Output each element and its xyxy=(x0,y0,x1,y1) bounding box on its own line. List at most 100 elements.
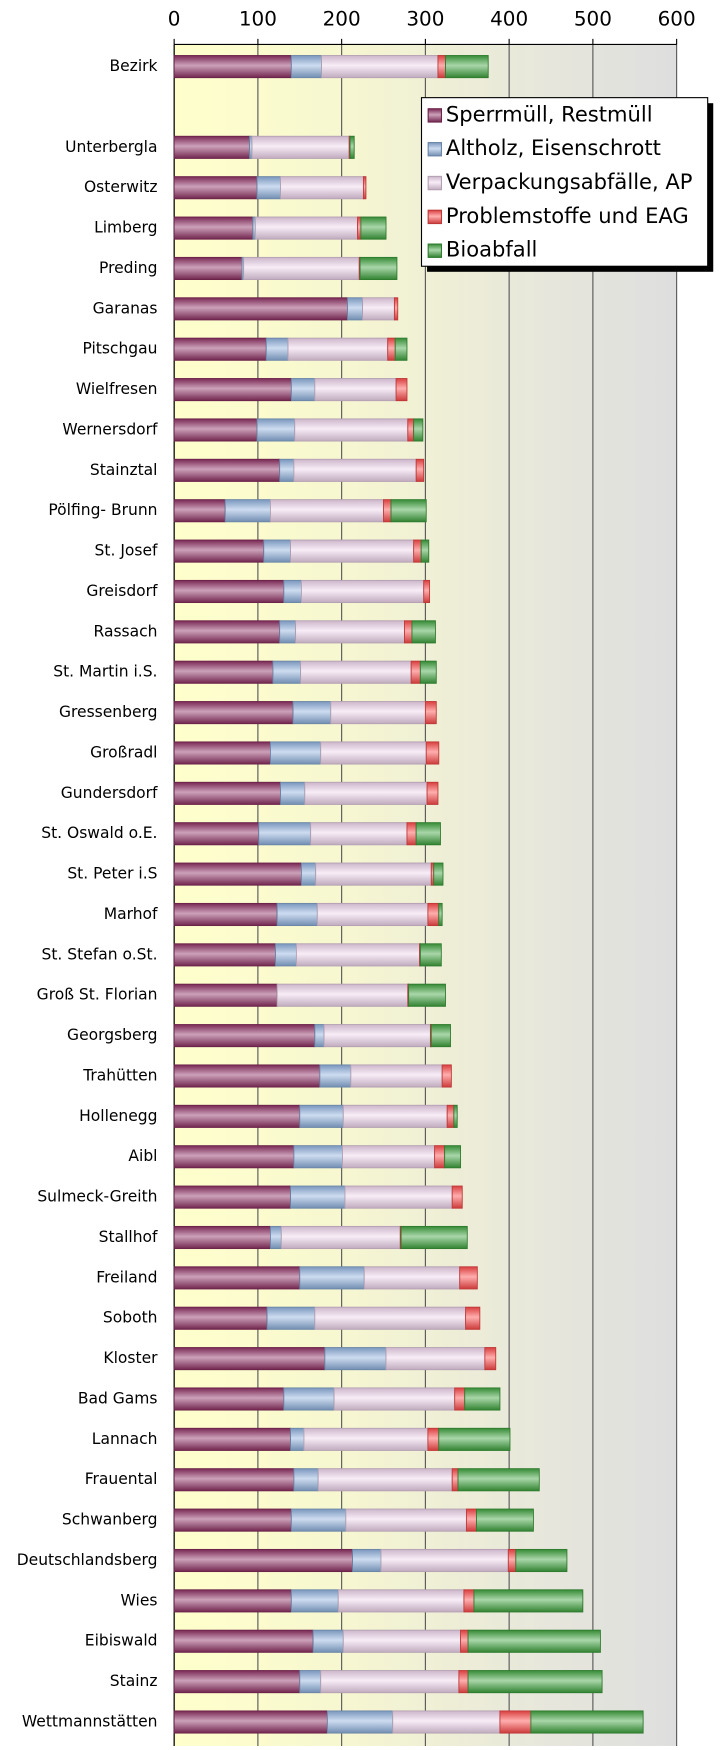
y-tick-label: Bad Gams xyxy=(78,1389,158,1407)
y-tick-label: Stainz xyxy=(110,1672,158,1690)
bar-segment xyxy=(173,297,348,321)
bar-segment xyxy=(173,458,281,482)
bar-segment xyxy=(276,983,409,1007)
bar-segment xyxy=(316,902,429,927)
y-tick-label: Osterwitz xyxy=(84,178,158,196)
bar-segment xyxy=(326,1710,394,1734)
bar-segment xyxy=(173,1347,326,1371)
bar-segment xyxy=(312,1629,344,1653)
bar-segment xyxy=(243,256,360,281)
bar-segment xyxy=(407,418,415,442)
bar-segment xyxy=(173,983,278,1007)
legend-swatch xyxy=(427,209,443,225)
bar-segment xyxy=(224,499,271,523)
bar-segment xyxy=(254,216,358,240)
bar-segment xyxy=(300,660,412,684)
bar-segment xyxy=(411,620,436,644)
bar-segment xyxy=(173,943,276,967)
bar-segment xyxy=(467,1670,603,1694)
bar-segment xyxy=(463,1589,475,1613)
bar-segment xyxy=(290,1589,339,1613)
y-tick-label: Wernersdorf xyxy=(62,420,158,438)
bar-segment xyxy=(476,1508,534,1532)
bar-segment xyxy=(333,1387,456,1411)
bar-segment xyxy=(256,176,281,200)
bar-segment xyxy=(173,1225,271,1250)
x-tick-label: 100 xyxy=(239,7,277,31)
bar-segment xyxy=(301,579,425,604)
bar-segment xyxy=(415,458,425,482)
bar-segment xyxy=(173,1427,292,1451)
bar-segment xyxy=(451,1468,459,1492)
bar-segment xyxy=(423,579,431,604)
bar-segment xyxy=(320,741,427,765)
bar-segment xyxy=(272,660,302,684)
bar-segment xyxy=(451,1185,463,1209)
bar-segment xyxy=(438,1427,511,1451)
bar-segment xyxy=(426,781,439,805)
bar-segment xyxy=(427,1427,440,1451)
bar-segment xyxy=(359,256,398,281)
y-tick-label: St. Oswald o.E. xyxy=(41,824,157,842)
bar-segment xyxy=(363,1266,461,1290)
bar-segment xyxy=(173,862,302,886)
y-tick-label: Schwanberg xyxy=(62,1511,158,1529)
y-tick-label: Wielfresen xyxy=(76,380,158,398)
bar-segment xyxy=(345,1508,467,1532)
bar-segment xyxy=(441,1064,452,1088)
y-tick-label: Hollenegg xyxy=(79,1107,157,1125)
legend-label: Verpackungsabfälle, AP xyxy=(446,169,693,194)
bar-segment xyxy=(299,1266,365,1290)
y-tick-label: Preding xyxy=(99,259,158,277)
bar-segment xyxy=(395,378,408,402)
legend-label: Bioabfall xyxy=(446,237,538,262)
bar-segment xyxy=(294,418,409,442)
bar-segment xyxy=(266,1306,316,1330)
y-tick-label: Pitschgau xyxy=(82,340,157,358)
y-tick-label: Georgsberg xyxy=(67,1026,157,1044)
y-tick-label: Limberg xyxy=(94,219,157,237)
bar-segment xyxy=(293,1468,319,1492)
legend: Sperrmüll, Restmüll Altholz, Eisenschrott… xyxy=(420,97,714,272)
bar-segment xyxy=(173,660,274,684)
bar-segment xyxy=(446,1104,455,1128)
bar-segment xyxy=(419,660,437,684)
legend-label: Problemstoffe und EAG xyxy=(446,203,689,228)
bar-segment xyxy=(342,1104,448,1128)
y-tick-label: Soboth xyxy=(103,1309,158,1327)
bar-segment xyxy=(344,1185,453,1209)
bar-segment xyxy=(293,1145,343,1169)
bar-segment xyxy=(337,1589,465,1613)
y-tick-label: Bezirk xyxy=(109,57,157,75)
bar-segment xyxy=(173,378,292,402)
y-tick-label: Trahütten xyxy=(82,1066,157,1084)
bar-segment xyxy=(173,539,265,563)
bar-segment xyxy=(290,55,322,79)
y-tick-label: Kloster xyxy=(103,1349,158,1367)
bar-segment xyxy=(350,1064,443,1088)
bar-segment xyxy=(319,1064,352,1088)
bar-segment xyxy=(352,1548,382,1573)
y-tick-label: Marhof xyxy=(104,905,158,923)
bar-segment xyxy=(427,902,440,927)
y-tick-label: Großradl xyxy=(90,743,157,761)
bar-segment xyxy=(173,1548,353,1573)
bar-segment xyxy=(445,55,489,79)
bar-segment xyxy=(438,902,443,927)
bar-segment xyxy=(499,1710,532,1734)
y-tick-label: Pölfing- Brunn xyxy=(48,501,157,519)
x-tick-label: 0 xyxy=(168,7,181,31)
bar-segment xyxy=(173,1145,295,1169)
bar-segment xyxy=(314,1024,325,1048)
legend-label: Altholz, Eisenschrott xyxy=(446,135,661,160)
bar-segment xyxy=(290,378,316,402)
y-tick-label: Frauental xyxy=(85,1470,158,1488)
bar-segment xyxy=(173,781,281,805)
bar-segment xyxy=(173,1185,292,1209)
bar-segment xyxy=(173,902,278,927)
bar-segment xyxy=(173,1710,328,1734)
bar-segment xyxy=(173,1468,295,1492)
bar-segment xyxy=(515,1548,568,1573)
bar-segment xyxy=(453,1104,458,1128)
bar-segment xyxy=(270,741,322,765)
